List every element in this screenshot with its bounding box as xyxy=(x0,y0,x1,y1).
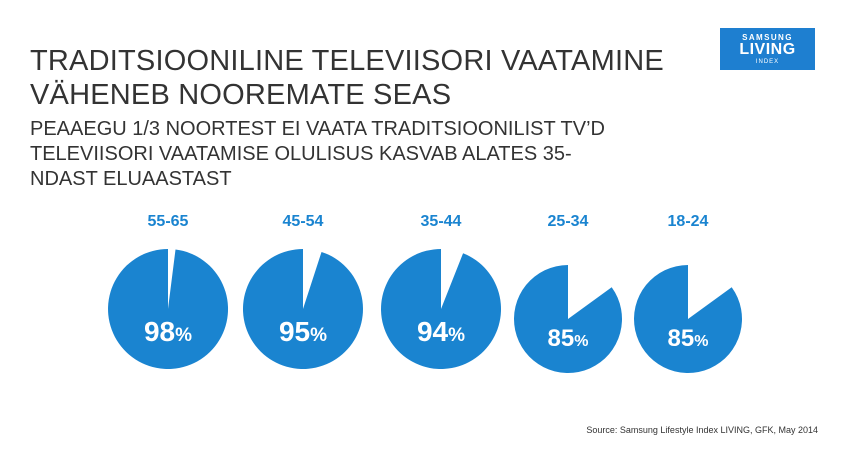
pie-slice-45-54 xyxy=(242,249,363,369)
subtitle-line-1: PEAAEGU 1/3 NOORTEST EI VAATA TRADITSIOO… xyxy=(30,118,605,140)
source-note: Source: Samsung Lifestyle Index LIVING, … xyxy=(586,425,818,435)
value-label-45-54: 95% xyxy=(279,316,327,347)
samsung-living-index-logo: SAMSUNG LIVING INDEX xyxy=(720,28,815,70)
pie-slice-55-65 xyxy=(108,249,229,369)
value-label-25-34: 85% xyxy=(548,325,589,352)
value-label-18-24: 85% xyxy=(668,325,709,352)
value-label-35-44: 94% xyxy=(417,316,465,347)
subtitle-line-3: NDAST ELUAASTAST xyxy=(30,168,232,190)
pie-slice-18-24 xyxy=(634,265,743,374)
category-label-55-65: 55-65 xyxy=(148,213,189,230)
page-title: TRADITSIOONILINE TELEVIISORI VAATAMINE V… xyxy=(30,44,670,112)
category-label-18-24: 18-24 xyxy=(668,213,709,230)
value-label-55-65: 98% xyxy=(144,316,192,347)
subtitle-line-2: TELEVIISORI VAATAMISE OLULISUS KASVAB AL… xyxy=(30,143,572,165)
page-subtitle: PEAAEGU 1/3 NOORTEST EI VAATA TRADITSIOO… xyxy=(30,117,670,192)
title-line-2: VÄHENEB NOOREMATE SEAS xyxy=(30,79,452,111)
pie-slice-25-34 xyxy=(514,265,623,374)
pie-slice-35-44 xyxy=(381,249,502,369)
logo-line-1: SAMSUNG xyxy=(742,33,793,42)
category-label-45-54: 45-54 xyxy=(283,213,324,230)
category-label-35-44: 35-44 xyxy=(421,213,462,230)
category-label-25-34: 25-34 xyxy=(548,213,589,230)
logo-line-3: INDEX xyxy=(755,59,780,65)
logo-line-2: LIVING xyxy=(739,41,796,58)
title-line-1: TRADITSIOONILINE TELEVIISORI VAATAMINE xyxy=(30,45,664,77)
